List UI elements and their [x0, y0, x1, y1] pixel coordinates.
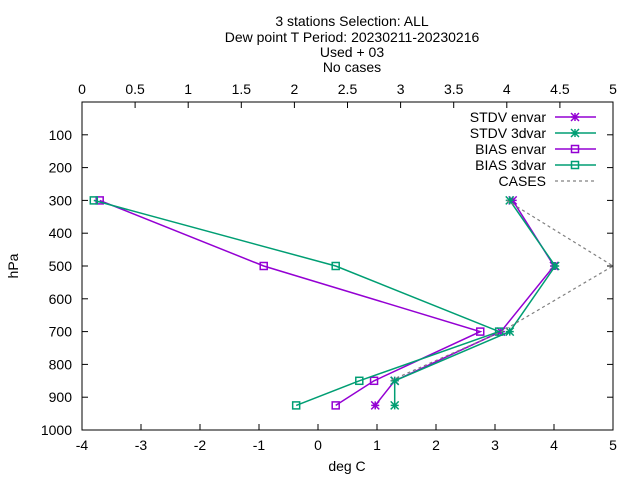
- y-tick-label: 500: [49, 258, 73, 274]
- x2-tick-label: 2: [291, 81, 299, 97]
- y-tick-label: 900: [49, 389, 73, 405]
- square-marker: [570, 144, 580, 154]
- x2-tick-labels: 0 0.5 1 1.5 2 2.5 3 3.5 4 4.5 5: [78, 81, 617, 97]
- series-line: [393, 199, 557, 406]
- y-tick-label: 1000: [41, 422, 72, 438]
- star-marker: [390, 400, 400, 410]
- square-marker: [291, 401, 301, 410]
- y-tick-label: 800: [49, 356, 73, 372]
- x-tick-label: -3: [135, 437, 148, 453]
- series-stdv-3dvar: [390, 195, 560, 410]
- square-marker: [331, 401, 340, 410]
- legend-label: STDV 3dvar: [470, 125, 547, 141]
- title-line-2: Dew point T Period: 20230211-20230216: [225, 29, 480, 45]
- star-marker: [550, 261, 560, 271]
- x-tick-label: 2: [432, 437, 440, 453]
- x2-tick-label: 5: [609, 81, 617, 97]
- x-tick-label: 1: [373, 437, 381, 453]
- x-tick-label: -1: [253, 437, 266, 453]
- y-tick-labels: 100 200 300 400 500 600 700 800 900 1000: [41, 127, 72, 438]
- x2-tick-label: 3.5: [444, 81, 464, 97]
- square-marker: [355, 376, 364, 386]
- star-marker: [390, 376, 400, 386]
- legend-item: STDV 3dvar: [470, 125, 596, 141]
- series-cases: [389, 199, 615, 382]
- x-axis-label: deg C: [328, 458, 365, 474]
- x2-tick-label: 0: [78, 81, 86, 97]
- legend-label: BIAS 3dvar: [475, 157, 546, 173]
- star-marker: [505, 195, 515, 205]
- title-line-1: 3 stations Selection: ALL: [275, 13, 429, 29]
- legend-label: STDV envar: [470, 109, 547, 125]
- x2-tick-label: 3: [397, 81, 405, 97]
- series-line: [93, 199, 502, 407]
- y-tick-label: 700: [49, 324, 73, 340]
- square-marker: [570, 160, 580, 170]
- x-tick-label: 4: [550, 437, 558, 453]
- x-tick-labels: -4 -3 -2 -1 0 1 2 3 4 5: [76, 437, 617, 453]
- series-line: [374, 200, 555, 406]
- legend-item: BIAS envar: [475, 141, 596, 157]
- square-marker: [331, 261, 340, 271]
- star-marker: [370, 400, 380, 410]
- x-tick-label: -2: [194, 437, 207, 453]
- y-tick-label: 400: [49, 225, 73, 241]
- series-line: [99, 199, 483, 407]
- series-layer: [89, 195, 615, 410]
- square-marker: [259, 261, 268, 271]
- y-tick-label: 200: [49, 160, 73, 176]
- square-marker: [476, 327, 485, 336]
- x-tick-label: 5: [609, 437, 617, 453]
- y-tick-label: 100: [49, 127, 73, 143]
- x2-tick-label: 1: [184, 81, 192, 97]
- legend-item: STDV envar: [470, 109, 596, 125]
- square-marker: [369, 376, 379, 386]
- x2-tick-label: 4: [503, 81, 511, 97]
- legend-item: BIAS 3dvar: [475, 157, 596, 173]
- chart-title: 3 stations Selection: ALL Dew point T Pe…: [225, 13, 480, 75]
- star-marker: [505, 327, 515, 337]
- axis-ticks: [81, 102, 614, 431]
- series-bias-3dvar: [89, 196, 504, 410]
- legend-item: CASES: [499, 173, 596, 189]
- square-marker: [89, 196, 99, 205]
- series-line: [389, 199, 615, 382]
- x-tick-label: 0: [314, 437, 322, 453]
- star-marker: [570, 112, 580, 122]
- legend-label: BIAS envar: [475, 141, 546, 157]
- y-tick-label: 300: [49, 192, 73, 208]
- title-line-4: No cases: [323, 59, 381, 75]
- legend-label: CASES: [499, 173, 546, 189]
- title-line-3: Used + 03: [320, 44, 384, 60]
- series-bias-envar: [95, 196, 485, 410]
- x2-tick-label: 2.5: [338, 81, 358, 97]
- x2-tick-label: 0.5: [125, 81, 145, 97]
- y-tick-label: 600: [49, 291, 73, 307]
- x-tick-label: 3: [491, 437, 499, 453]
- x2-tick-label: 4.5: [550, 81, 570, 97]
- x2-tick-label: 1.5: [232, 81, 252, 97]
- x-tick-label: -4: [76, 437, 89, 453]
- star-marker: [570, 128, 580, 138]
- y-axis-label: hPa: [5, 253, 21, 278]
